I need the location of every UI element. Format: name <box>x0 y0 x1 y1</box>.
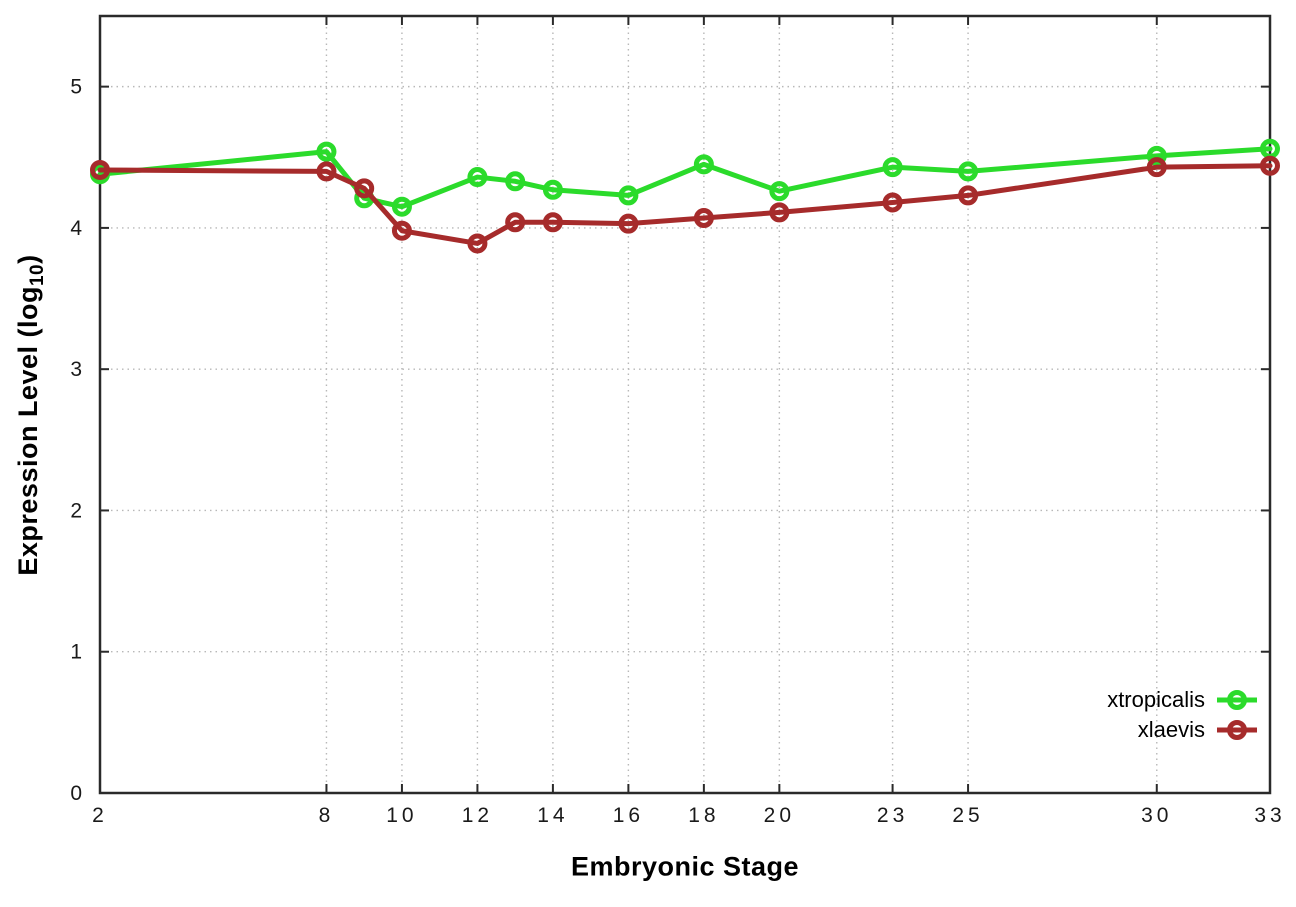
data-point-xtropicalis <box>505 171 526 192</box>
y-tick-label: 4 <box>70 217 86 240</box>
legend-sample-icon <box>1217 720 1257 740</box>
data-point-xlaevis <box>316 161 337 182</box>
x-tick-label: 8 <box>319 804 335 827</box>
data-point-xlaevis <box>882 192 903 213</box>
data-point-xtropicalis <box>542 179 563 200</box>
data-point-xtropicalis <box>1146 145 1167 166</box>
legend-sample-marker <box>1227 690 1247 710</box>
grid-layer <box>100 16 1270 793</box>
data-point-xtropicalis <box>882 157 903 178</box>
x-tick-label: 25 <box>952 804 983 827</box>
x-tick-label: 14 <box>537 804 568 827</box>
x-axis-title: Embryonic Stage <box>570 851 800 882</box>
data-point-xlaevis <box>1260 155 1280 176</box>
y-tick-label: 2 <box>70 499 86 522</box>
x-tick-label: 33 <box>1254 804 1285 827</box>
data-point-xlaevis <box>769 202 790 223</box>
x-tick-label: 2 <box>92 804 108 827</box>
data-point-xlaevis <box>90 159 110 180</box>
data-point-xlaevis <box>391 220 412 241</box>
data-point-xtropicalis <box>316 141 337 162</box>
data-point-xlaevis <box>354 178 375 199</box>
data-point-xlaevis <box>542 212 563 233</box>
data-point-xlaevis <box>505 212 526 233</box>
legend-sample-marker <box>1227 720 1247 740</box>
data-point-xlaevis <box>1146 157 1167 178</box>
legend: xtropicalis xlaevis <box>1107 686 1260 744</box>
data-point-xtropicalis <box>467 167 488 188</box>
y-axis-title-text: Expression Level (log <box>12 286 43 576</box>
legend-entry-xlaevis: xlaevis <box>1107 716 1260 744</box>
data-point-xlaevis <box>693 208 714 229</box>
series-layer <box>90 138 1280 254</box>
tick-layer <box>99 16 1271 794</box>
data-point-xtropicalis <box>693 154 714 175</box>
x-tick-label: 18 <box>688 804 719 827</box>
legend-entry-xtropicalis: xtropicalis <box>1107 686 1260 714</box>
y-tick-label: 3 <box>70 358 86 381</box>
data-point-xlaevis <box>958 185 979 206</box>
series-line-xlaevis <box>97 163 1273 246</box>
y-tick-label: 0 <box>70 782 86 805</box>
x-tick-label: 10 <box>386 804 417 827</box>
x-tick-label: 16 <box>613 804 644 827</box>
data-point-xtropicalis <box>391 196 412 217</box>
y-axis-title: Expression Level (log10) <box>13 254 49 575</box>
legend-label: xtropicalis <box>1107 687 1205 712</box>
x-tick-label: 23 <box>877 804 908 827</box>
data-point-xlaevis <box>467 233 488 254</box>
y-tick-label: 1 <box>70 641 86 664</box>
border-layer <box>98 14 1272 795</box>
x-tick-label: 20 <box>764 804 795 827</box>
data-point-xlaevis <box>618 213 639 234</box>
legend-sample-icon <box>1217 690 1257 710</box>
data-point-xtropicalis <box>958 161 979 182</box>
y-tick-label: 5 <box>70 76 86 99</box>
y-axis-title-suffix: ) <box>12 254 43 264</box>
y-axis-title-subscript: 10 <box>27 263 49 287</box>
legend-label: xlaevis <box>1137 717 1205 742</box>
x-tick-label: 12 <box>462 804 493 827</box>
x-tick-label: 30 <box>1141 804 1172 827</box>
data-point-xtropicalis <box>769 181 790 202</box>
data-point-xtropicalis <box>618 185 639 206</box>
plot-border <box>98 14 1272 795</box>
